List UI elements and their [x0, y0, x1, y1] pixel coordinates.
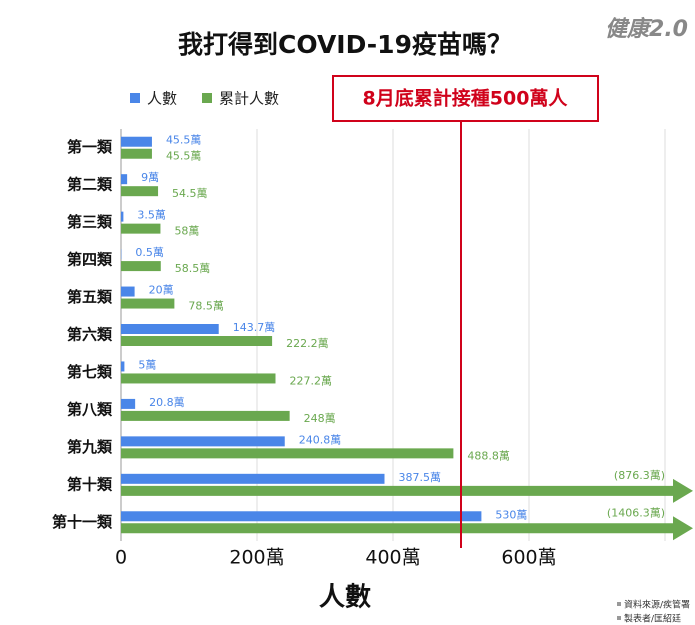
value-label: 0.5萬 [135, 246, 164, 259]
value-label: 54.5萬 [172, 187, 208, 200]
bar [121, 286, 135, 297]
x-tick-label: 0 [115, 547, 127, 569]
bar [121, 261, 161, 272]
bar-arrow [121, 516, 693, 541]
bar [121, 448, 454, 459]
category-label: 第六類 [67, 326, 113, 344]
value-label: 5萬 [138, 358, 156, 371]
category-label: 第九類 [67, 438, 113, 456]
bar [121, 174, 128, 185]
value-label: 9萬 [141, 171, 159, 184]
bullet [617, 616, 621, 620]
legend-swatch [202, 93, 212, 103]
x-tick-label: 400萬 [365, 547, 420, 569]
author-note: 製表者/匡紹廷 [624, 613, 681, 625]
bar [121, 410, 290, 421]
value-label: 530萬 [495, 508, 527, 521]
bar [121, 223, 161, 234]
source-note: 資料來源/疾管署 [624, 599, 690, 611]
category-label: 第四類 [67, 251, 113, 269]
value-label: 45.5萬 [166, 150, 202, 163]
category-label: 第一類 [67, 138, 113, 156]
bar [121, 373, 276, 384]
bar [121, 186, 159, 197]
value-label: 488.8萬 [467, 449, 510, 462]
chart-title: 我打得到COVID-19疫苗嗎？ [178, 30, 512, 59]
bar [121, 436, 285, 447]
annotation-text: 8月底累計接種500萬人 [363, 87, 569, 110]
value-label: 58.5萬 [175, 262, 211, 275]
value-label: (876.3萬) [614, 469, 665, 482]
bar [121, 361, 125, 372]
category-label: 第十類 [67, 475, 113, 493]
value-label: 227.2萬 [289, 374, 332, 387]
category-label: 第十一類 [52, 513, 113, 531]
value-label: (1406.3萬) [607, 506, 665, 519]
bar [121, 511, 482, 522]
bar [121, 398, 136, 409]
bar [121, 148, 152, 159]
value-label: 248萬 [304, 412, 336, 425]
bar [121, 136, 152, 147]
category-label: 第八類 [67, 400, 113, 418]
logo: 健康2.0 [605, 16, 688, 42]
bar [121, 324, 219, 334]
category-label: 第二類 [67, 176, 113, 194]
value-label: 20.8萬 [149, 396, 185, 409]
value-label: 3.5萬 [137, 209, 166, 222]
bar [121, 211, 124, 222]
bar [121, 473, 385, 484]
category-label: 第七類 [67, 363, 113, 381]
value-label: 222.2萬 [286, 337, 329, 350]
legend-label: 人數 [147, 90, 177, 108]
value-label: 240.8萬 [299, 433, 342, 446]
bar-arrow [121, 478, 693, 503]
category-label: 第三類 [67, 213, 113, 231]
value-label: 20萬 [149, 284, 174, 297]
value-label: 143.7萬 [233, 321, 276, 334]
value-label: 78.5萬 [188, 300, 224, 313]
legend-label: 累計人數 [219, 90, 279, 108]
category-label: 第五類 [67, 288, 113, 306]
bar [121, 298, 175, 309]
bar [121, 336, 273, 346]
value-label: 387.5萬 [399, 471, 442, 484]
x-axis-label: 人數 [319, 583, 371, 613]
legend-swatch [130, 93, 140, 103]
annotation-box [332, 75, 599, 122]
bullet [617, 602, 621, 606]
x-tick-label: 600萬 [501, 547, 556, 569]
x-tick-label: 200萬 [229, 547, 284, 569]
value-label: 58萬 [174, 225, 199, 238]
value-label: 45.5萬 [166, 134, 202, 147]
